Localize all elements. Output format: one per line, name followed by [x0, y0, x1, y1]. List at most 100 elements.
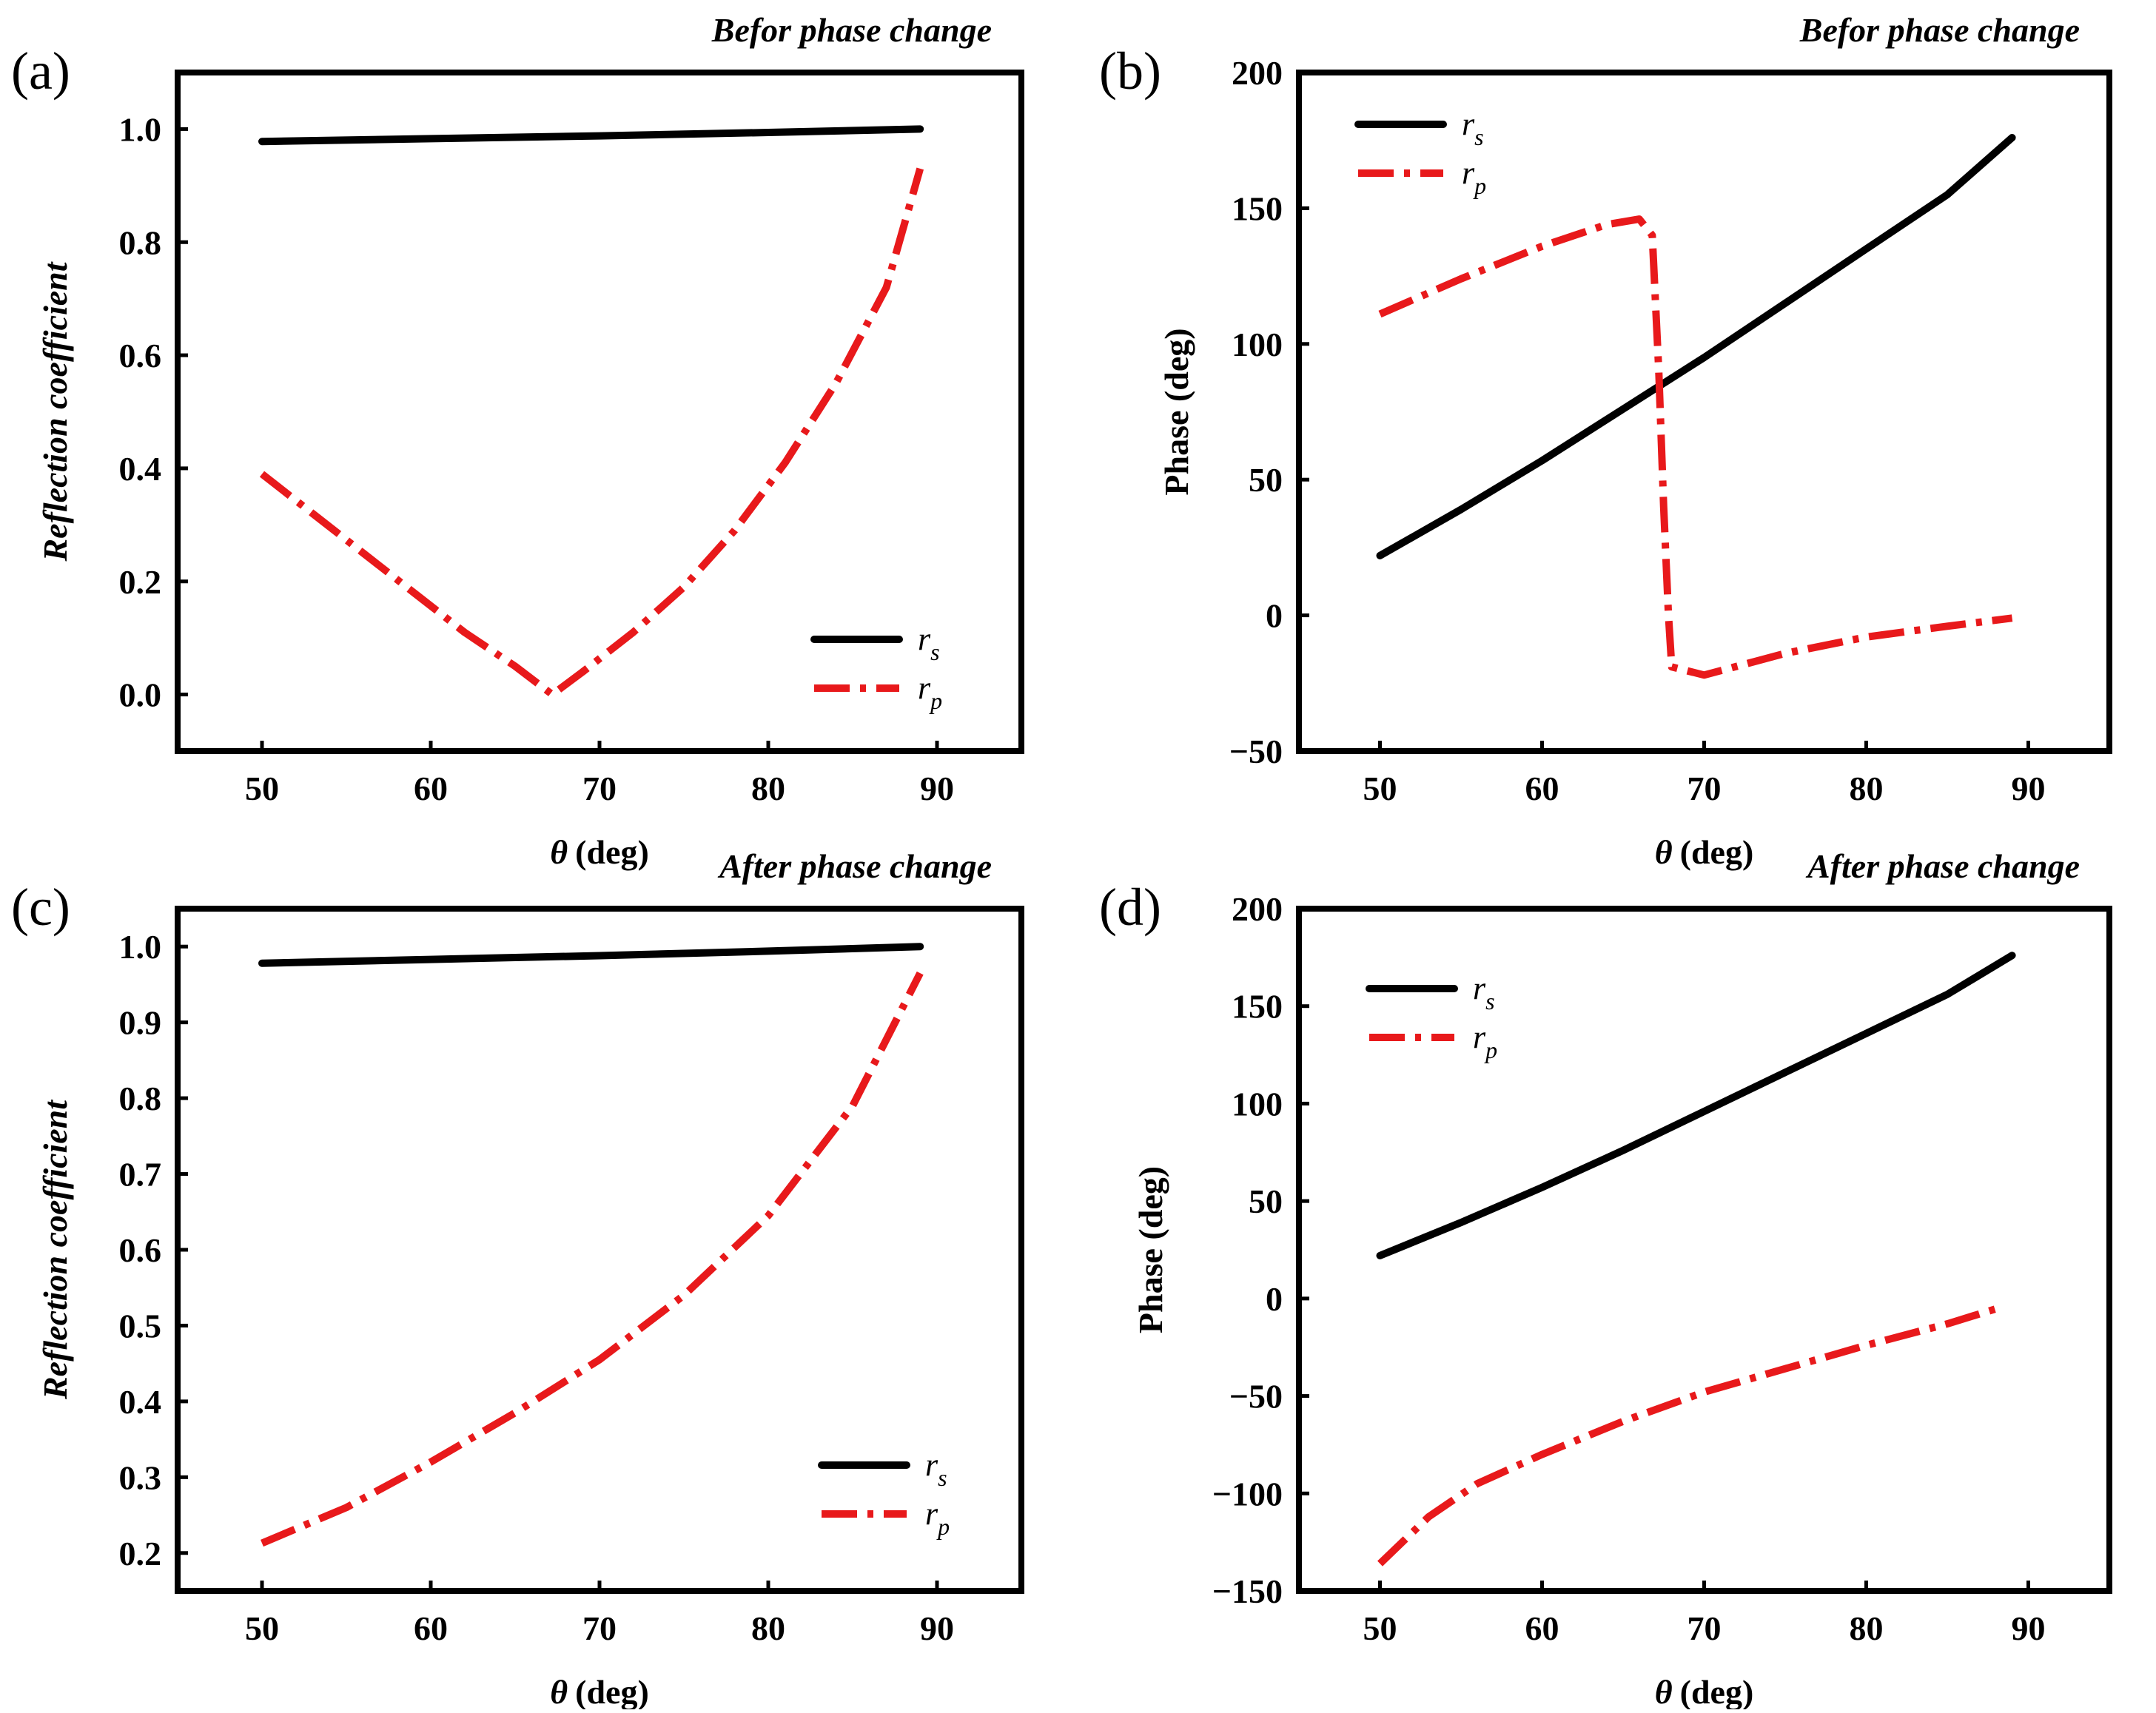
legend-subscript: s [930, 639, 939, 665]
y-tick-label: 0.4 [119, 1383, 162, 1421]
panel-title: After phase change [1805, 847, 2080, 885]
y-tick-label: 0.7 [119, 1156, 162, 1194]
x-tick-label: 60 [1525, 770, 1559, 807]
y-tick-label: 150 [1232, 988, 1283, 1026]
x-tick-label: 70 [1687, 1609, 1722, 1647]
x-axis-title: θ (deg) [550, 1673, 649, 1709]
y-tick-label: 100 [1232, 326, 1283, 363]
y-axis-title: Phase (deg) [1132, 1166, 1169, 1333]
x-axis-symbol: θ [1655, 1673, 1673, 1709]
legend-symbol: r [1473, 1019, 1486, 1055]
x-axis-symbol: θ [550, 1673, 568, 1709]
series-line-rp [1378, 215, 2013, 679]
x-axis-title: θ (deg) [1655, 833, 1754, 871]
x-tick-label: 50 [1363, 1609, 1397, 1647]
y-tick-label: 200 [1232, 54, 1283, 92]
y-tick-label: −100 [1212, 1475, 1283, 1512]
y-tick-label: 0.6 [119, 337, 162, 374]
x-tick-label: 70 [582, 770, 617, 807]
panel-label: (b) [1099, 41, 1161, 101]
y-tick-label: 0.3 [119, 1458, 162, 1496]
y-tick-label: 0.2 [119, 563, 162, 601]
legend-subscript: s [938, 1464, 947, 1491]
x-tick-label: 50 [245, 1609, 279, 1647]
legend-label-rs: rs [918, 621, 940, 665]
plot-frame [175, 70, 1024, 754]
chart-panel-d: 50 60 70 80 90 −150 −100 −50 0 50 100 150 200 θ (deg) P… [1099, 847, 2112, 1711]
y-tick-label: 1.0 [119, 110, 162, 148]
x-axis-unit: (deg) [575, 833, 649, 871]
chart-panel-a: 50 60 70 80 90 0.0 0.2 0.4 0.6 0.8 1.0 θ (deg) Reflec… [11, 11, 1024, 871]
legend-label-rp: rp [918, 670, 942, 714]
x-axis-symbol: θ [550, 833, 568, 871]
series-line-rs [1376, 134, 2016, 559]
y-tick-label: 0.0 [119, 676, 162, 714]
legend-label-rp: rp [925, 1495, 950, 1540]
x-tick-label: 50 [245, 770, 279, 807]
x-axis-title: θ (deg) [550, 833, 649, 871]
series-line-rp [1377, 1302, 2006, 1566]
y-tick-label: 0.5 [119, 1307, 162, 1345]
x-axis-unit: (deg) [575, 1673, 649, 1709]
legend-subscript: p [1484, 1037, 1497, 1063]
x-tick-label: 70 [1687, 770, 1722, 807]
y-axis-title: Reflection coefficient [36, 261, 74, 562]
panel-title: After phase change [717, 847, 992, 885]
x-tick-label: 90 [920, 1609, 954, 1647]
legend-label-rs: rs [925, 1447, 947, 1491]
series-line-rs [258, 125, 924, 146]
series-line-rp [259, 167, 924, 699]
series-line-rs [1376, 952, 2016, 1259]
legend-subscript: s [1474, 124, 1483, 150]
series-line-rp [261, 971, 924, 1547]
y-tick-label: 50 [1249, 1182, 1283, 1220]
panel-label: (a) [11, 41, 70, 101]
y-tick-label: 0.8 [119, 1080, 162, 1117]
y-tick-label: −150 [1212, 1572, 1283, 1610]
x-tick-label: 90 [920, 770, 954, 807]
y-tick-label: 0 [1266, 1280, 1283, 1318]
x-tick-label: 80 [751, 1609, 785, 1647]
y-tick-label: 0.9 [119, 1004, 162, 1042]
y-tick-label: 50 [1249, 461, 1283, 499]
legend-subscript: p [1473, 172, 1486, 199]
x-axis-title: θ (deg) [1655, 1673, 1754, 1709]
x-tick-label: 50 [1363, 770, 1397, 807]
legend-symbol: r [1473, 970, 1486, 1006]
x-tick-label: 70 [582, 1609, 617, 1647]
legend-symbol: r [918, 670, 931, 706]
x-tick-label: 60 [414, 1609, 448, 1647]
legend-symbol: r [1462, 106, 1475, 142]
legend-label-rp: rp [1462, 155, 1486, 199]
legend-symbol: r [925, 1447, 938, 1483]
x-tick-label: 80 [1850, 1609, 1884, 1647]
y-tick-label: −50 [1229, 1378, 1283, 1416]
y-tick-label: 0.4 [119, 450, 162, 488]
y-tick-label: −50 [1229, 733, 1283, 770]
y-tick-label: 0.2 [119, 1535, 162, 1572]
x-tick-label: 80 [751, 770, 785, 807]
legend-symbol: r [925, 1495, 938, 1532]
y-tick-label: 150 [1232, 189, 1283, 227]
y-tick-label: 0.6 [119, 1231, 162, 1269]
y-tick-label: 0 [1266, 597, 1283, 635]
y-tick-label: 200 [1232, 890, 1283, 928]
plot-frame [1296, 906, 2112, 1594]
panel-label: (d) [1099, 878, 1161, 937]
plot-frame [175, 906, 1024, 1594]
legend-label-rs: rs [1473, 970, 1495, 1014]
panel-title: Befor phase change [711, 11, 992, 49]
y-axis-title: Phase (deg) [1158, 328, 1195, 495]
legend-subscript: p [936, 1513, 950, 1540]
x-tick-label: 80 [1850, 770, 1884, 807]
chart-panel-c: 50 60 70 80 90 0.2 0.3 0.4 0.5 0.6 0.7 0.8 0.9 1.0 θ (d… [11, 847, 1024, 1711]
y-tick-label: 0.8 [119, 223, 162, 261]
legend-label-rp: rp [1473, 1019, 1497, 1063]
x-axis-symbol: θ [1655, 833, 1673, 871]
x-tick-label: 90 [2012, 770, 2046, 807]
legend-label-rs: rs [1462, 106, 1484, 150]
x-tick-label: 60 [1525, 1609, 1559, 1647]
series-line-rs [258, 943, 924, 967]
